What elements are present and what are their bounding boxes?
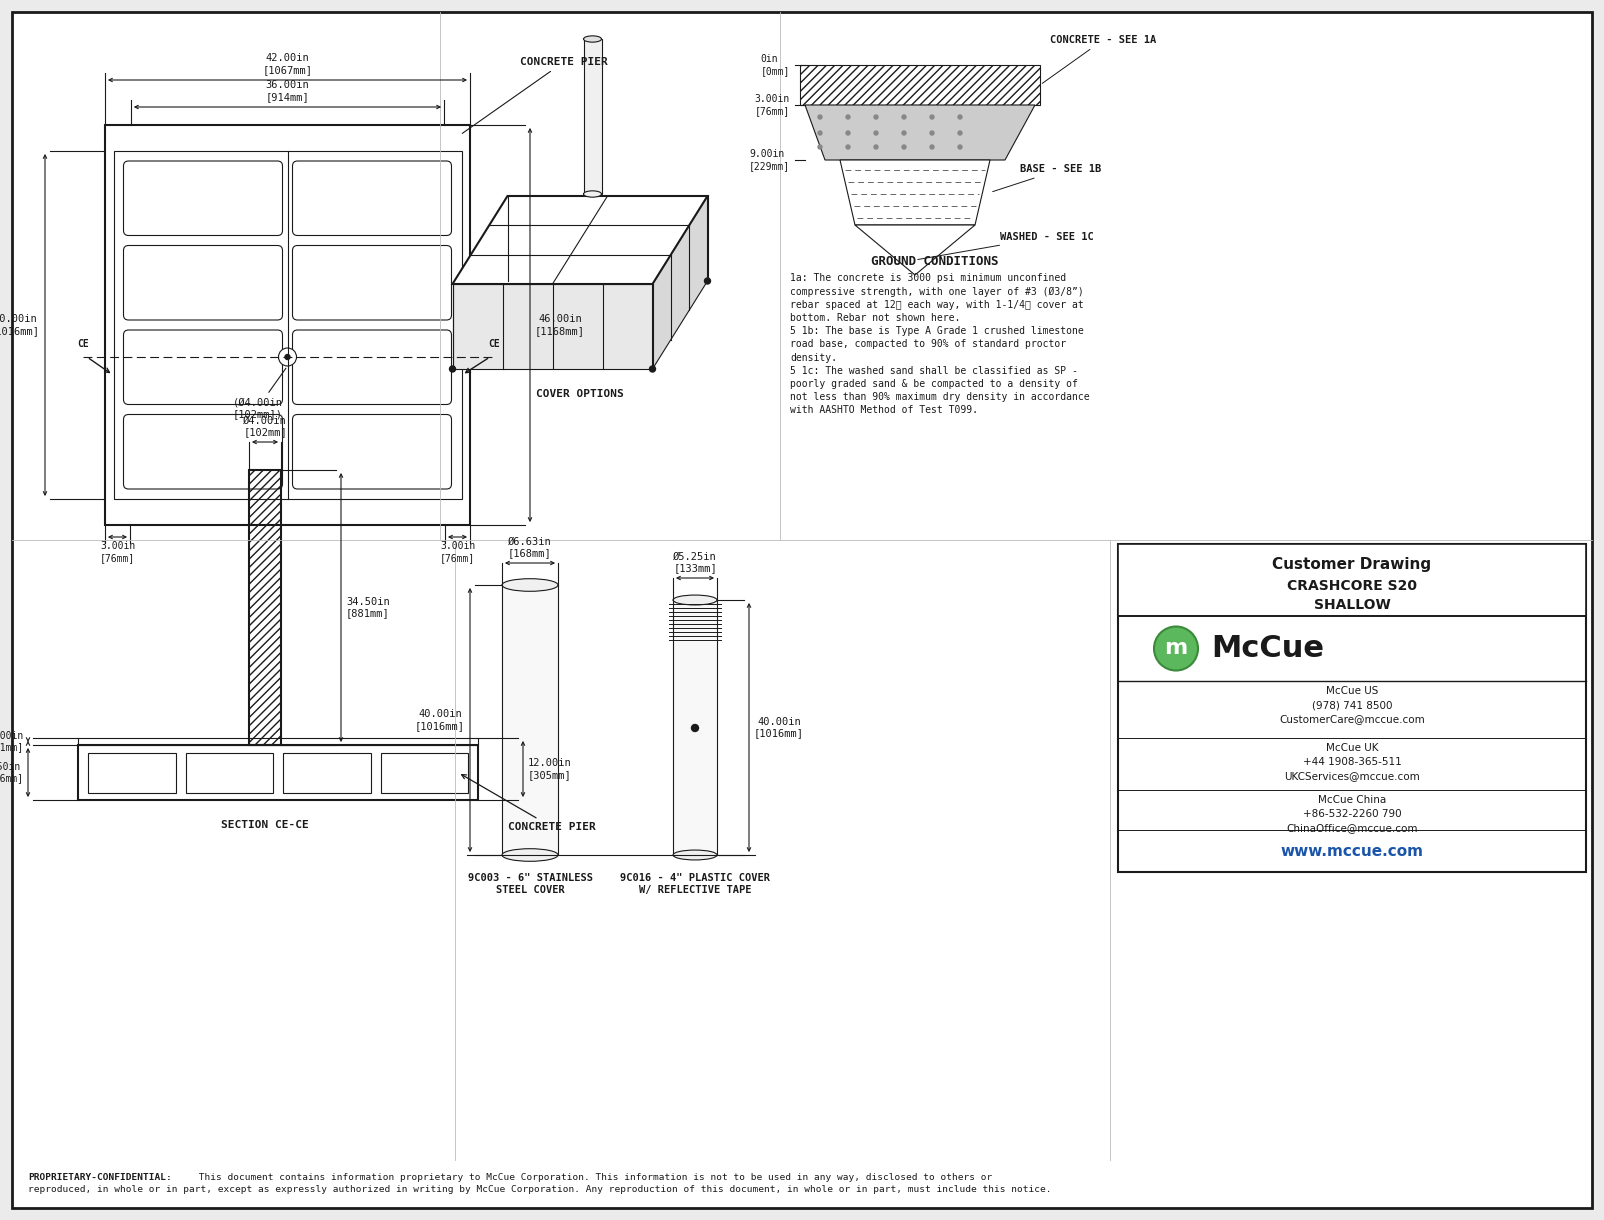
- Circle shape: [818, 115, 821, 120]
- Circle shape: [845, 115, 850, 120]
- Text: 40.00in
[1016mm]: 40.00in [1016mm]: [754, 716, 804, 738]
- Text: 40.00in
[1016mm]: 40.00in [1016mm]: [0, 315, 40, 336]
- Bar: [79, 745, 478, 800]
- Text: 3.00in
[76mm]: 3.00in [76mm]: [99, 540, 135, 562]
- Text: PROPRIETARY-CONFIDENTIAL:: PROPRIETARY-CONFIDENTIAL:: [27, 1174, 172, 1182]
- Circle shape: [901, 115, 906, 120]
- Text: Ø4.00in
[102mm]: Ø4.00in [102mm]: [244, 415, 287, 437]
- Text: 1a: The concrete is 3000 psi minimum unconfined
compressive strength, with one l: 1a: The concrete is 3000 psi minimum unc…: [791, 273, 1089, 415]
- Text: CRASHCORE S20: CRASHCORE S20: [1286, 578, 1416, 593]
- Text: 12.00in
[305mm]: 12.00in [305mm]: [528, 758, 571, 780]
- Bar: [674, 600, 717, 855]
- Circle shape: [1153, 627, 1198, 671]
- Circle shape: [901, 145, 906, 149]
- Bar: [584, 39, 602, 194]
- Text: CE: CE: [488, 339, 500, 349]
- Ellipse shape: [502, 578, 558, 592]
- Bar: [104, 124, 470, 525]
- Text: 3.00in
[76mm]: 3.00in [76mm]: [755, 94, 791, 116]
- Text: CONCRETE PIER: CONCRETE PIER: [462, 57, 608, 133]
- Text: Customer Drawing: Customer Drawing: [1272, 556, 1431, 572]
- Bar: [282, 753, 371, 793]
- Text: McCue China
+86-532-2260 790
ChinaOffice@mccue.com: McCue China +86-532-2260 790 ChinaOffice…: [1286, 795, 1418, 833]
- Bar: [1118, 544, 1586, 872]
- Text: GROUND CONDITIONS: GROUND CONDITIONS: [871, 255, 999, 268]
- Text: 46.00in
[1168mm]: 46.00in [1168mm]: [536, 315, 585, 336]
- Circle shape: [901, 131, 906, 135]
- Circle shape: [704, 278, 711, 284]
- Text: CONCRETE - SEE 1A: CONCRETE - SEE 1A: [1043, 35, 1156, 83]
- Circle shape: [930, 131, 934, 135]
- Circle shape: [930, 145, 934, 149]
- Text: 0in
[0mm]: 0in [0mm]: [760, 54, 791, 76]
- Bar: [79, 738, 478, 745]
- Circle shape: [279, 348, 297, 366]
- Bar: [88, 753, 175, 793]
- Ellipse shape: [674, 850, 717, 860]
- Text: This document contains information proprietary to McCue Corporation. This inform: This document contains information propr…: [192, 1174, 993, 1182]
- Text: Ø5.25in
[133mm]: Ø5.25in [133mm]: [674, 551, 717, 573]
- Ellipse shape: [502, 849, 558, 861]
- Circle shape: [818, 131, 821, 135]
- Text: COVER OPTIONS: COVER OPTIONS: [536, 389, 624, 399]
- Text: 36.00in
[914mm]: 36.00in [914mm]: [266, 81, 310, 102]
- Text: 8.50in
[216mm]: 8.50in [216mm]: [0, 761, 24, 783]
- Circle shape: [958, 115, 962, 120]
- Bar: [114, 151, 462, 499]
- Circle shape: [874, 131, 877, 135]
- Bar: [186, 753, 273, 793]
- Text: 2.00in
[51mm]: 2.00in [51mm]: [0, 731, 24, 753]
- Circle shape: [286, 355, 290, 360]
- Circle shape: [845, 145, 850, 149]
- Circle shape: [958, 131, 962, 135]
- Text: www.mccue.com: www.mccue.com: [1280, 843, 1423, 859]
- Circle shape: [874, 145, 877, 149]
- Polygon shape: [840, 160, 990, 224]
- Polygon shape: [653, 196, 707, 368]
- Text: 42.00in
[1067mm]: 42.00in [1067mm]: [263, 54, 313, 74]
- Circle shape: [874, 115, 877, 120]
- Text: McCue US
(978) 741 8500
CustomerCare@mccue.com: McCue US (978) 741 8500 CustomerCare@mcc…: [1278, 686, 1424, 723]
- Text: m: m: [1165, 638, 1187, 659]
- Text: CONCRETE PIER: CONCRETE PIER: [462, 775, 595, 832]
- Text: 3.00in
[76mm]: 3.00in [76mm]: [439, 540, 475, 562]
- Text: WASHED - SEE 1C: WASHED - SEE 1C: [917, 232, 1094, 260]
- Circle shape: [958, 145, 962, 149]
- Bar: [1118, 544, 1586, 616]
- Circle shape: [449, 366, 456, 372]
- Text: reproduced, in whole or in part, except as expressly authorized in writing by Mc: reproduced, in whole or in part, except …: [27, 1186, 1052, 1194]
- Polygon shape: [452, 284, 653, 368]
- Text: (Ø4.00in
[102mm]): (Ø4.00in [102mm]): [233, 368, 286, 418]
- Bar: [249, 470, 281, 745]
- Text: McCue UK
+44 1908-365-511
UKCServices@mccue.com: McCue UK +44 1908-365-511 UKCServices@mc…: [1285, 743, 1420, 781]
- Text: SECTION CE-CE: SECTION CE-CE: [221, 820, 310, 830]
- Circle shape: [930, 115, 934, 120]
- Text: Ø6.63in
[168mm]: Ø6.63in [168mm]: [508, 537, 552, 558]
- Bar: [380, 753, 468, 793]
- Ellipse shape: [674, 595, 717, 605]
- Text: CE: CE: [77, 339, 88, 349]
- Text: BASE - SEE 1B: BASE - SEE 1B: [993, 165, 1102, 192]
- Text: SHALLOW: SHALLOW: [1314, 598, 1391, 612]
- Circle shape: [650, 366, 656, 372]
- Text: 9C003 - 6" STAINLESS
STEEL COVER: 9C003 - 6" STAINLESS STEEL COVER: [467, 874, 592, 894]
- Text: McCue: McCue: [1211, 634, 1323, 662]
- Text: 40.00in
[1016mm]: 40.00in [1016mm]: [415, 709, 465, 731]
- Bar: [800, 65, 1039, 105]
- Polygon shape: [452, 196, 707, 284]
- Polygon shape: [805, 105, 1035, 160]
- Bar: [502, 586, 558, 855]
- Circle shape: [845, 131, 850, 135]
- Polygon shape: [855, 224, 975, 274]
- Text: 9.00in
[229mm]: 9.00in [229mm]: [749, 149, 791, 171]
- Circle shape: [818, 145, 821, 149]
- Ellipse shape: [584, 190, 602, 198]
- Ellipse shape: [584, 35, 602, 43]
- Circle shape: [691, 725, 698, 732]
- Text: 9C016 - 4" PLASTIC COVER
W/ REFLECTIVE TAPE: 9C016 - 4" PLASTIC COVER W/ REFLECTIVE T…: [621, 874, 770, 894]
- Text: 34.50in
[881mm]: 34.50in [881mm]: [346, 597, 390, 619]
